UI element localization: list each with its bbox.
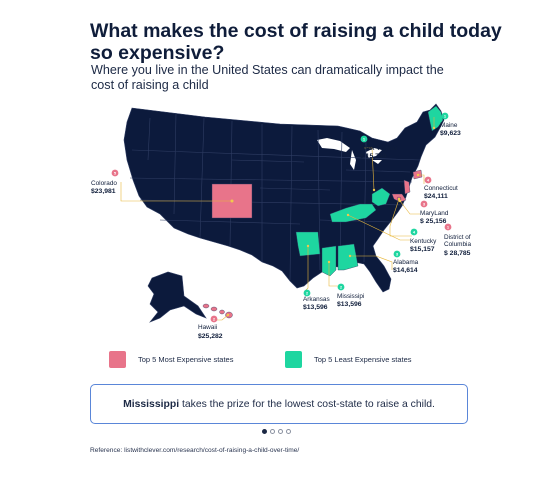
callout-rank: 4 — [427, 177, 430, 182]
us-map: 5 Colorado $23,981 1 Maine $9,623 1 West… — [91, 103, 471, 340]
callout-alabama: 3 Alabama $14,614 — [393, 250, 419, 274]
callout-value: $23,981 — [91, 188, 116, 195]
callout-name: Connecticut — [424, 185, 458, 192]
callout-maine: 1 Maine $9,623 — [440, 112, 461, 137]
callout-name-line-1: District of — [444, 234, 471, 241]
callout-west-virginia: 1 West Virginia $ 15,759 — [360, 135, 398, 160]
highlight-state: Mississippi — [123, 398, 180, 410]
page-dot-3[interactable] — [278, 429, 283, 434]
callout-arkansas: 2 Arkansas $13,596 — [303, 289, 330, 311]
callout-value: $13,596 — [303, 304, 328, 311]
page-subtitle: Where you live in the United States can … — [91, 63, 444, 92]
callout-dc: 1 District of Columbia $ 28,785 — [444, 223, 471, 257]
alaska-shape — [147, 271, 207, 323]
callout-name: West Virginia — [360, 145, 398, 152]
great-lakes — [317, 138, 382, 170]
callout-name-line-2: Columbia — [444, 241, 471, 248]
callout-colorado: 5 Colorado $23,981 — [91, 169, 119, 195]
callout-value: $9,623 — [440, 130, 461, 137]
legend-swatch-least — [285, 350, 302, 368]
callout-rank: 1 — [363, 136, 366, 141]
callout-mississippi: 2 Mississipi $13,596 — [337, 283, 364, 308]
state-alabama — [337, 243, 359, 271]
callout-value: $14,614 — [393, 267, 418, 274]
callout-name: Arkansas — [303, 296, 330, 303]
callout-maryland: 3 MaryLand $ 25,156 — [420, 200, 449, 225]
callout-rank: 2 — [213, 316, 216, 321]
page-dot-1[interactable] — [262, 429, 267, 434]
callout-value: $ 28,785 — [444, 250, 471, 257]
state-new-jersey — [403, 179, 411, 195]
least-expensive-states — [295, 105, 444, 277]
callout-name: Maine — [440, 122, 458, 129]
legend-label-most: Top 5 Most Expensive states — [138, 354, 234, 364]
callout-kentucky: 4 Kentucky $15,157 — [410, 228, 437, 253]
legend-label-least: Top 5 Least Expensive states — [314, 354, 412, 364]
highlight-callout: Mississippi takes the prize for the lowe… — [90, 384, 468, 424]
state-arkansas — [295, 231, 321, 257]
callout-rank: 4 — [413, 229, 416, 234]
state-west-virginia — [371, 187, 391, 207]
legend-least-expensive: Top 5 Least Expensive states — [285, 349, 412, 369]
callout-rank: 3 — [396, 251, 399, 256]
callout-name: Colorado — [91, 180, 117, 187]
state-maine — [427, 105, 444, 132]
pagination-dots — [262, 429, 291, 434]
reference-note: Reference: listwithclever.com/research/c… — [90, 447, 300, 454]
callout-value: $ 25,156 — [420, 218, 447, 225]
callout-rank: 2 — [340, 284, 343, 289]
callout-rank: 3 — [423, 201, 426, 206]
page-dot-2[interactable] — [270, 429, 275, 434]
state-borders — [129, 112, 421, 281]
page-title: What makes the cost of raising a child t… — [90, 20, 502, 64]
callout-name: Alabama — [393, 259, 419, 266]
callout-value: $ 15,759 — [360, 153, 387, 160]
callout-name: Mississipi — [337, 293, 364, 300]
highlight-text: takes the prize for the lowest cost-stat… — [179, 398, 435, 410]
callout-value: $13,596 — [337, 301, 362, 308]
callout-rank: 1 — [447, 224, 450, 229]
callout-connecticut: 4 Connecticut $24,111 — [424, 176, 458, 200]
callout-rank: 1 — [444, 113, 447, 118]
callout-value: $24,111 — [424, 193, 448, 200]
callout-value: $15,157 — [410, 246, 435, 253]
page-dot-4[interactable] — [286, 429, 291, 434]
state-kentucky — [329, 203, 377, 223]
anchor-dots — [226, 126, 436, 317]
callout-name: Kentucky — [410, 238, 437, 245]
callout-rank: 2 — [306, 290, 309, 295]
legend-most-expensive: Top 5 Most Expensive states — [109, 349, 233, 369]
callout-name: Hawaii — [198, 324, 217, 331]
callout-name: MaryLand — [420, 210, 449, 217]
callout-hawaii: 2 Hawaii $25,282 — [198, 315, 223, 340]
callout-rank: 5 — [114, 170, 117, 175]
legend-swatch-most — [109, 350, 126, 368]
callout-value: $25,282 — [198, 333, 223, 340]
